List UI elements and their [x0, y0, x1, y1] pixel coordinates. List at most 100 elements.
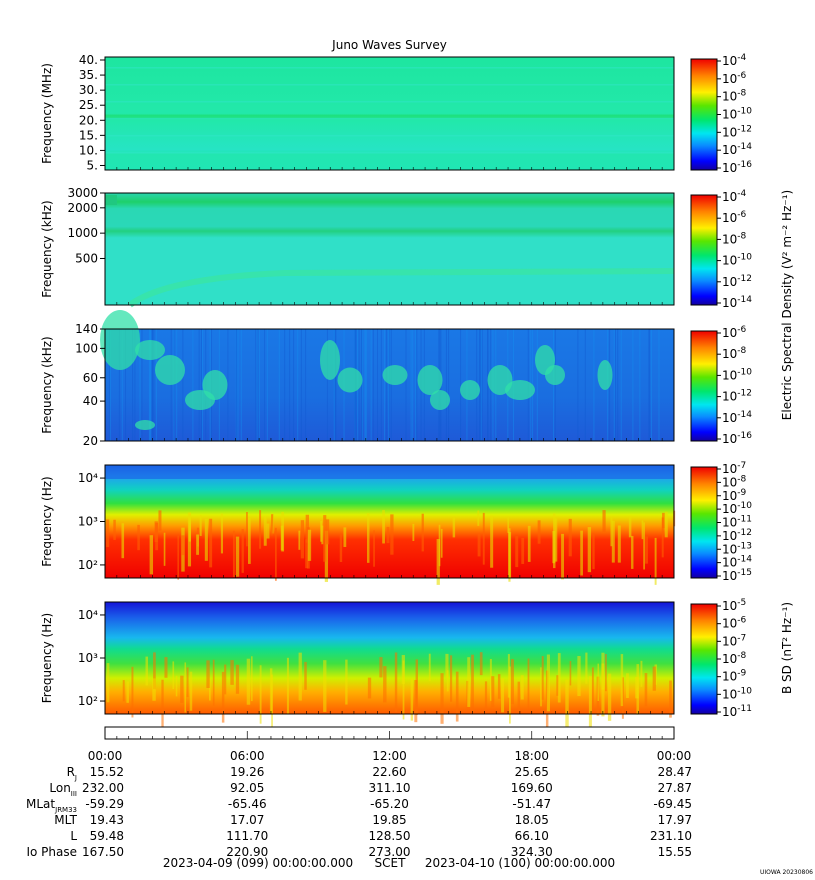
time-end-label: 2023-04-10 (100) 00:00:00.000: [425, 856, 615, 870]
noise-stripe: [364, 329, 366, 441]
burst-stripe: [521, 537, 525, 564]
burst-stripe: [640, 660, 643, 687]
colorbar-exponent: -6: [737, 210, 746, 220]
noise-stripe: [386, 329, 388, 441]
emission-patch: [155, 355, 185, 385]
burst-stripe: [196, 534, 199, 555]
colorbar-exponent: -14: [737, 295, 752, 305]
burst-stripe: [379, 657, 383, 678]
y-axis-label: Frequency (Hz): [40, 613, 54, 704]
noise-stripe: [257, 329, 259, 441]
noise-stripe: [593, 329, 595, 441]
colorbar-exponent: -6: [737, 325, 746, 335]
burst-stripe: [181, 535, 185, 556]
ephemeris-value: -69.45: [653, 797, 692, 811]
spectrogram-p2: [105, 193, 674, 305]
noise-stripe: [192, 329, 194, 441]
burst-stripe: [585, 652, 588, 684]
noise-stripe: [201, 329, 203, 441]
ephemeris-value: 167.50: [82, 845, 124, 859]
burst-stripe: [300, 520, 305, 559]
noise-stripe: [448, 329, 450, 441]
burst-stripe: [601, 652, 605, 690]
noise-stripe: [335, 329, 337, 441]
upper-band: [105, 465, 674, 479]
ephemeris-value: 324.30: [511, 845, 553, 859]
emission-patch: [382, 365, 408, 385]
colorbar-tick-label: 10-7: [722, 633, 746, 648]
burst-stripe: [605, 654, 607, 692]
burst-stripe: [446, 670, 449, 692]
panel-p3: 10-6 10-8 10-10 10-12 10-14 10-16: [100, 310, 752, 446]
noise-stripe: [235, 329, 237, 441]
burst-stripe: [390, 514, 394, 555]
burst-stripe: [271, 514, 274, 536]
colorbar-exponent: -10: [737, 107, 752, 117]
noise-stripe: [361, 329, 363, 441]
noise-stripe: [614, 329, 616, 441]
colorbar-tick-label: 10-11: [722, 704, 752, 719]
burst-stripe: [610, 517, 613, 547]
footer-stamp: UIOWA 20230806: [760, 869, 813, 876]
noise-stripe: [479, 329, 481, 441]
colorbar-frame: [690, 330, 718, 442]
burst-stripe: [501, 678, 505, 713]
noise-stripe: [410, 329, 412, 441]
burst-stripe: [325, 519, 330, 545]
colorbar-exponent: -12: [737, 389, 752, 399]
noise-stripe: [152, 329, 154, 441]
noise-stripe: [390, 329, 392, 441]
y-tick-label: 10³: [78, 515, 98, 529]
colorbar-exponent: -7: [737, 461, 746, 471]
burst-stripe: [467, 657, 471, 707]
ephemeris-name: MLT: [54, 813, 77, 827]
burst-stripe: [131, 666, 134, 718]
burst-stripe: [221, 671, 225, 723]
ephemeris-value: 17.97: [658, 813, 692, 827]
noise-stripe: [236, 329, 238, 441]
burst-stripe: [199, 515, 202, 536]
emission-patch: [597, 360, 613, 390]
emission-patch: [100, 310, 140, 370]
burst-stripe: [263, 516, 267, 546]
colorbar-exponent: -14: [737, 142, 752, 152]
burst-stripe: [122, 680, 125, 702]
noise-stripe: [151, 329, 153, 441]
noise-stripe: [487, 329, 489, 441]
ephemeris-value: 17.07: [230, 813, 264, 827]
x-tick-label: 18:00: [514, 749, 549, 763]
colorbar-exponent: -7: [737, 633, 746, 643]
burst-stripe: [553, 513, 556, 569]
y-tick-label: 3000: [67, 186, 98, 200]
colorbar-exponent: -13: [737, 541, 752, 551]
noise-stripe: [620, 329, 622, 441]
noise-stripe: [481, 329, 483, 441]
colorbar-tick-label: 10-6: [722, 325, 747, 340]
noise-stripe: [293, 329, 295, 441]
colorbar-exponent: -5: [737, 598, 746, 608]
colorbar-exponent: -16: [737, 160, 752, 170]
emission-patch: [417, 365, 443, 395]
noise-stripe: [445, 329, 447, 441]
colorbar-tick-label: 10-14: [722, 295, 752, 310]
ephemeris-value: 273.00: [369, 845, 411, 859]
burst-stripe: [394, 652, 398, 712]
colorbar-p2: [691, 195, 717, 305]
burst-stripe: [220, 513, 224, 554]
burst-stripe: [580, 530, 583, 576]
noise-stripe: [487, 329, 489, 441]
noise-stripe: [384, 329, 386, 441]
colorbar-exponent: -10: [737, 253, 752, 263]
panel-p4: 10-710-810-910-1010-1110-1210-1310-1410-…: [100, 461, 752, 585]
burst-stripe: [631, 535, 634, 569]
burst-stripe: [286, 657, 289, 715]
ephemeris-value: -65.20: [370, 797, 409, 811]
colorbar-exponent: -11: [737, 704, 752, 714]
emission-patch: [135, 340, 165, 360]
ephemeris-value: -65.46: [228, 797, 267, 811]
noise-stripe: [278, 329, 280, 441]
colorbar-exponent: -8: [737, 346, 746, 356]
colorbar-tick-label: 10-16: [722, 160, 752, 175]
burst-stripe: [259, 510, 262, 549]
colorbar-tick-label: 10-15: [722, 568, 752, 583]
